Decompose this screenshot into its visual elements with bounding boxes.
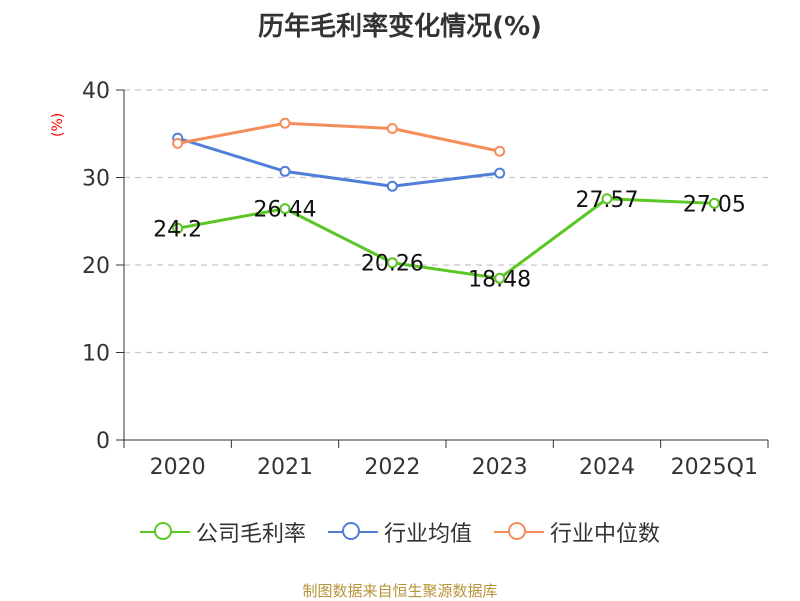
data-label: 24.2 [153,217,202,242]
y-tick-label: 0 [96,429,110,454]
data-point [386,123,398,134]
data-point [494,167,506,179]
data-point [601,193,613,205]
data-point [386,180,398,192]
series-line [177,121,500,153]
legend-label-company: 公司毛利率 [195,522,306,547]
y-tick-label: 30 [82,167,110,192]
data-point [279,165,291,177]
legend-label-industry-median: 行业中位数 [550,522,661,547]
data-label: 18.48 [468,267,531,292]
legend-swatch-industry-median [494,520,544,544]
x-tick-label: 2023 [472,455,528,480]
data-point [279,117,291,129]
legend-label-industry-mean: 行业均值 [383,522,472,547]
data-point [279,203,291,215]
series-line [177,197,715,280]
legend-swatch-industry-mean [327,520,378,544]
data-source-note: 制图数据来自恒生聚源数据库 [302,582,498,600]
y-tick-label: 20 [82,254,110,279]
series-line [177,136,500,188]
legend-item-industry-mean[interactable]: 行业均值 [327,516,472,548]
chart-title: 历年毛利率变化情况(%) [258,12,542,42]
x-tick-label: 2021 [257,455,313,480]
data-point [172,137,184,149]
x-tick-label: 2020 [150,455,206,480]
legend-item-industry-median[interactable]: 行业中位数 [494,516,660,548]
legend: 公司毛利率 行业均值 行业中位数 [0,516,800,548]
data-label: 20.26 [361,252,424,277]
data-label: 27.57 [576,188,639,213]
legend-swatch-company [139,520,190,544]
data-point [172,222,184,234]
data-point [386,257,398,269]
data-label: 27.05 [683,192,746,217]
data-point [494,145,506,157]
x-tick-label: 2025Q1 [671,455,758,480]
legend-item-company[interactable]: 公司毛利率 [139,516,306,548]
data-point [708,197,720,209]
data-point [494,272,506,284]
y-tick-label: 10 [82,342,110,367]
x-tick-label: 2022 [364,455,420,480]
data-label: 26.44 [254,198,317,223]
y-tick-label: 40 [82,79,110,104]
x-tick-label: 2024 [579,455,635,480]
